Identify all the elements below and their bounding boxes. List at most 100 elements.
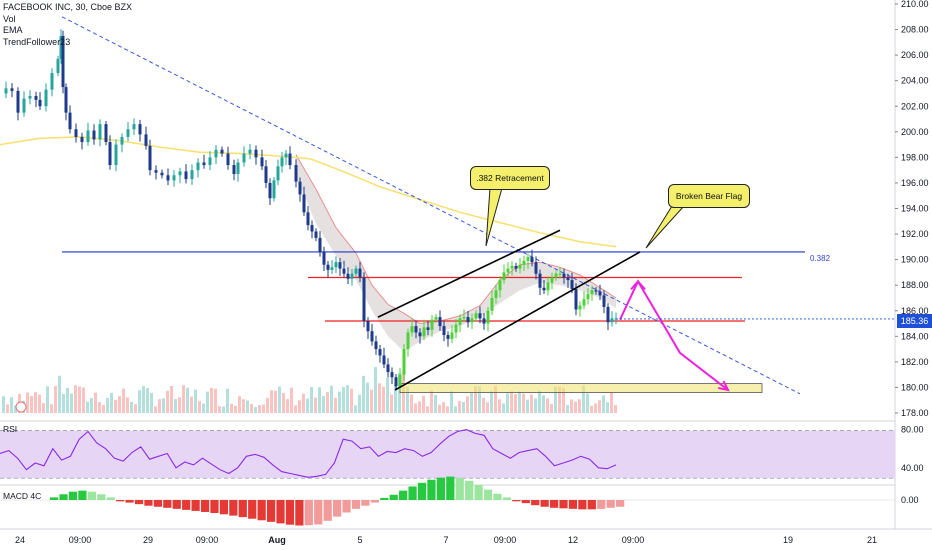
volume-bar xyxy=(90,398,93,413)
volume-bar xyxy=(198,401,201,413)
volume-bar xyxy=(282,392,285,413)
rsi-tick-label: 80.00 xyxy=(901,425,924,435)
chart-legend: FACEBOOK INC, 30, Cboe BZX Vol EMA Trend… xyxy=(3,2,132,48)
candle-body xyxy=(68,112,72,130)
volume-bar xyxy=(294,405,297,413)
volume-bar xyxy=(498,399,501,413)
volume-bar xyxy=(110,392,113,413)
macd-bar xyxy=(238,500,247,518)
volume-bar xyxy=(358,394,361,413)
rsi-band xyxy=(0,430,895,479)
macd-bar xyxy=(512,500,521,502)
candle-body xyxy=(438,317,442,327)
candle-body xyxy=(358,268,362,278)
macd-bar xyxy=(427,479,436,500)
candle-body xyxy=(302,194,306,213)
bear-flag-callout[interactable]: Broken Bear Flag xyxy=(668,184,750,208)
volume-bar xyxy=(190,396,193,413)
macd-bar xyxy=(399,490,408,500)
candle-body xyxy=(34,96,38,100)
macd-bar xyxy=(266,500,276,522)
candle-body xyxy=(566,277,570,281)
candle-body xyxy=(260,157,264,167)
macd-bar xyxy=(87,491,96,500)
candle-body xyxy=(232,165,236,174)
volume-bar xyxy=(150,392,153,413)
candle-body xyxy=(86,130,90,143)
volume-bar xyxy=(438,404,441,413)
candle-body xyxy=(410,326,414,333)
time-tick-label: 09:00 xyxy=(69,535,92,545)
volume-bar xyxy=(334,397,337,413)
volume-bar xyxy=(614,404,617,413)
macd-bar xyxy=(191,500,200,511)
candle-body xyxy=(538,273,542,288)
candle-body xyxy=(326,264,330,270)
symbol-title[interactable]: FACEBOOK INC, 30, Cboe BZX xyxy=(3,2,133,12)
candle-body xyxy=(166,175,170,181)
volume-bar xyxy=(70,393,73,413)
candle-body xyxy=(214,149,218,158)
volume-bar xyxy=(346,385,349,413)
macd-bar xyxy=(408,486,417,500)
candle-body xyxy=(590,290,594,295)
volume-bar xyxy=(350,388,353,413)
candle-body xyxy=(394,377,398,387)
retracement-callout[interactable]: .382 Retracement xyxy=(470,166,550,190)
time-tick-label: 12 xyxy=(568,535,578,545)
candle-body xyxy=(426,327,430,330)
legend-volume[interactable]: Vol xyxy=(3,13,16,24)
rsi-pane-label[interactable]: RSI xyxy=(3,424,18,434)
candle-body xyxy=(514,266,518,269)
macd-bar xyxy=(116,500,125,502)
candle-body xyxy=(458,318,462,325)
volume-bar xyxy=(178,397,181,413)
legend-ema[interactable]: EMA xyxy=(3,25,23,35)
candle-body xyxy=(59,35,63,59)
candle-body xyxy=(362,277,366,321)
macd-bar xyxy=(531,500,540,506)
volume-bar xyxy=(210,387,213,413)
macd-bar xyxy=(182,500,191,510)
volume-bar xyxy=(50,404,53,413)
volume-bar xyxy=(46,386,49,413)
volume-bar xyxy=(578,399,581,413)
volume-bar xyxy=(42,403,45,413)
candle-body xyxy=(402,349,406,375)
volume-bar xyxy=(370,389,373,413)
price-tick-label: 192.00 xyxy=(901,229,929,239)
candle-body xyxy=(442,326,446,336)
time-tick-label: 29 xyxy=(143,535,153,545)
macd-bar xyxy=(606,500,615,508)
candle-body xyxy=(510,266,514,269)
volume-bar xyxy=(574,401,577,413)
candle-body xyxy=(342,268,346,274)
candle-body xyxy=(582,299,586,306)
volume-bar xyxy=(266,397,269,413)
volume-bar xyxy=(382,386,385,413)
volume-bar xyxy=(326,392,329,413)
candle-body xyxy=(502,272,506,281)
volume-bar xyxy=(606,402,609,413)
volume-bar xyxy=(66,387,69,413)
price-tick-label: 186.00 xyxy=(901,306,929,316)
macd-bar xyxy=(351,500,361,509)
candle-body xyxy=(486,310,490,324)
candle-body xyxy=(606,306,610,323)
volume-bar xyxy=(610,392,613,413)
candle-body xyxy=(61,35,65,88)
volume-bar xyxy=(366,382,369,413)
candle-body xyxy=(370,331,374,342)
volume-bar xyxy=(10,397,13,413)
candle-body xyxy=(28,96,32,99)
price-tick-label: 184.00 xyxy=(901,331,929,341)
volume-bar xyxy=(278,386,281,413)
volume-bar xyxy=(202,403,205,413)
candle-body xyxy=(530,257,534,263)
candle-body xyxy=(50,73,54,90)
legend-trendfollower[interactable]: TrendFollower23 xyxy=(3,36,71,47)
macd-pane-label[interactable]: MACD 4C xyxy=(3,491,42,501)
volume-bar xyxy=(374,367,377,413)
candle-body xyxy=(366,320,370,332)
